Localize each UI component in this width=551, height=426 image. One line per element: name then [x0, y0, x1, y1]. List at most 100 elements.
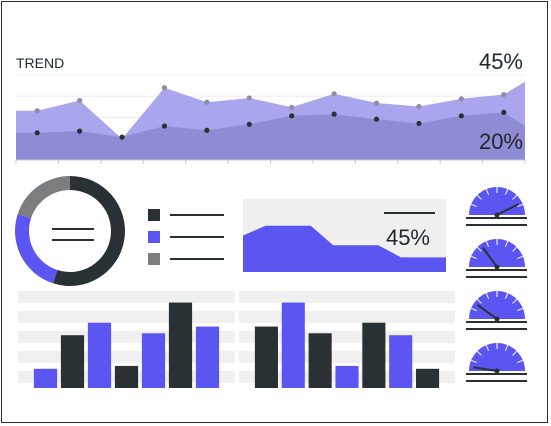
gauge-tick	[512, 246, 518, 252]
legend-swatch-3	[148, 253, 160, 265]
gauge-needle	[482, 246, 498, 268]
donut-slice-2	[15, 214, 58, 284]
gauge-dial	[469, 343, 525, 371]
trend-point-upper	[458, 96, 464, 102]
trend-point-lower	[458, 113, 464, 119]
gauge-tick	[512, 194, 518, 200]
trend-point-upper	[416, 103, 422, 110]
trend-title: TREND	[16, 55, 64, 71]
gauge-tick	[504, 292, 509, 299]
left-bar-4	[114, 365, 139, 388]
left-gridband	[18, 311, 235, 323]
gauge-tick	[470, 203, 477, 208]
gauge-tick	[512, 350, 518, 356]
gauge-dial	[469, 239, 525, 267]
gauge-3	[466, 291, 527, 330]
left-bar-6	[168, 302, 193, 388]
gauge-needle	[476, 304, 498, 320]
right-bar-5	[362, 322, 386, 388]
trend-area-lower	[16, 112, 525, 160]
gauge-tick	[504, 188, 509, 195]
gauge-tick	[512, 298, 518, 304]
gauge-needle	[473, 366, 498, 372]
trend-point-upper	[246, 95, 252, 101]
trend-point-lower	[373, 116, 380, 122]
gauge-hub	[494, 316, 500, 322]
gauge-tick	[504, 240, 509, 247]
trend-lower-value: 20%	[479, 129, 523, 154]
trend-point-upper	[501, 91, 507, 98]
bar-chart-left	[18, 291, 235, 388]
left-bar-2	[60, 335, 85, 388]
gauge-tick	[476, 350, 482, 356]
trend-point-upper	[204, 99, 210, 105]
gauge-dial	[469, 291, 525, 319]
gauge-tick	[476, 298, 482, 304]
legend-swatch-1	[148, 209, 160, 221]
progress-panel: 45%	[243, 199, 446, 272]
left-bar-7	[195, 326, 220, 388]
gauge-tick	[517, 203, 524, 208]
right-bar-7	[416, 368, 440, 388]
progress-panel-value: 45%	[386, 225, 430, 250]
right-gridband	[239, 291, 455, 303]
trend-point-upper	[77, 97, 83, 104]
trend-point-upper	[289, 104, 295, 110]
trend-point-upper	[34, 108, 40, 114]
left-bar-5	[141, 333, 166, 388]
trend-point-upper	[331, 91, 337, 97]
right-bar-3	[308, 333, 332, 388]
gauge-tick	[517, 359, 524, 364]
gauge-tick	[517, 307, 524, 312]
gauge-tick	[476, 194, 482, 200]
gauge-tick	[485, 292, 490, 299]
gauge-tick	[504, 344, 509, 351]
right-bar-4	[335, 365, 359, 388]
trend-point-lower	[204, 127, 210, 133]
right-bar-2	[281, 302, 305, 388]
trend-point-lower	[119, 134, 125, 140]
gauge-2	[466, 239, 527, 278]
trend-point-upper	[161, 85, 168, 91]
trend-ticks	[15, 160, 526, 164]
right-bar-1	[254, 326, 278, 388]
gauge-tick	[470, 307, 477, 312]
trend-chart: TREND 45% 20%	[15, 49, 526, 164]
gauge-hub	[494, 212, 500, 218]
trend-point-lower	[77, 128, 83, 134]
donut-chart	[15, 176, 126, 286]
trend-points	[34, 85, 507, 142]
left-gridband	[18, 291, 235, 303]
gauge-column	[466, 187, 527, 382]
donut-slice-3	[17, 176, 70, 219]
trend-point-lower	[161, 123, 168, 129]
trend-point-lower	[331, 111, 337, 117]
gauge-1	[466, 187, 527, 226]
gauge-tick	[470, 359, 477, 364]
gauge-tick	[485, 188, 490, 195]
right-gridband	[239, 311, 455, 323]
left-bar-1	[33, 368, 58, 388]
trend-point-lower	[34, 130, 40, 136]
gauge-tick	[476, 246, 482, 252]
gauge-tick	[485, 344, 490, 351]
step-area	[243, 225, 446, 272]
donut-slice-1	[53, 176, 126, 286]
gauge-needle	[496, 203, 519, 216]
trend-point-lower	[289, 113, 295, 119]
trend-upper-value: 45%	[479, 49, 523, 74]
gauge-tick	[517, 255, 524, 260]
donut-legend	[148, 209, 224, 265]
trend-point-lower	[501, 109, 507, 115]
legend-swatch-2	[148, 231, 160, 243]
trend-point-lower	[246, 121, 252, 127]
gauge-tick	[485, 240, 490, 247]
right-bar-6	[389, 335, 413, 388]
gauge-4	[466, 343, 527, 382]
bar-chart-right	[239, 291, 455, 388]
left-bar-3	[87, 322, 112, 388]
trend-point-upper	[373, 100, 380, 106]
gauge-hub	[494, 368, 500, 374]
gauge-hub	[494, 264, 500, 270]
